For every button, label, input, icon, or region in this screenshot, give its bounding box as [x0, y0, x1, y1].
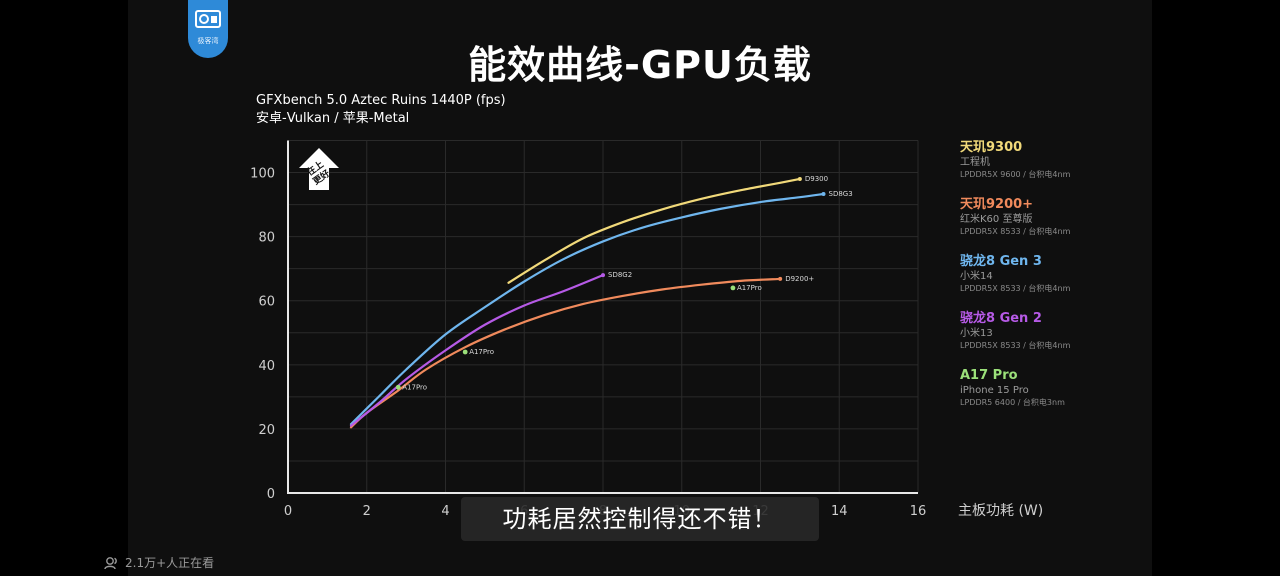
- legend-device: 小米13: [960, 328, 993, 339]
- chart-title-line1: GFXbench 5.0 Aztec Ruins 1440P (fps): [256, 93, 506, 108]
- legend-name: 天玑9300: [960, 140, 1023, 155]
- y-tick-label: 40: [258, 359, 275, 374]
- series-end-label-1: D9200+: [785, 275, 814, 283]
- data-point-2: [730, 285, 736, 291]
- video-subtitle: 功耗居然控制得还不错！: [461, 497, 819, 541]
- data-point-label-1: A17Pro: [469, 348, 494, 356]
- channel-logo: 极客湾: [188, 0, 228, 58]
- logo-icon: [195, 10, 221, 28]
- legend-device: iPhone 15 Pro: [960, 385, 1029, 396]
- y-tick-label: 0: [267, 487, 275, 502]
- legend-entry: 天玑9200+ 红米K60 至尊版 LPDDR5X 8533 / 台积电4nm: [960, 197, 1070, 238]
- legend-device: 红米K60 至尊版: [960, 214, 1033, 225]
- viewer-count: 2.1万+人正在看: [104, 554, 214, 571]
- series-end-point-3: [601, 273, 605, 278]
- series-line-0: [507, 177, 801, 284]
- legend-spec: LPDDR5X 8533 / 台积电4nm: [960, 284, 1071, 293]
- legend-device: 工程机: [960, 157, 990, 168]
- video-frame: [128, 0, 1152, 576]
- legend-name: 骁龙8 Gen 3: [960, 254, 1042, 269]
- legend-name: 天玑9200+: [960, 197, 1034, 212]
- x-axis-label: 主板功耗 (W): [958, 503, 1043, 519]
- series-end-label-0: D9300: [805, 175, 828, 183]
- x-tick-label: 0: [284, 504, 292, 519]
- series-end-point-0: [797, 176, 802, 181]
- x-tick-label: 4: [441, 504, 449, 519]
- viewers-icon: [104, 556, 117, 569]
- series-end-label-2: SD8G3: [829, 190, 853, 198]
- series-end-point-1: [778, 276, 783, 281]
- series-line-3: [349, 273, 605, 427]
- data-point-label-2: A17Pro: [737, 284, 762, 292]
- series-end-label-3: SD8G2: [608, 271, 632, 279]
- legend-entry: 天玑9300 工程机 LPDDR5X 9600 / 台积电4nm: [960, 140, 1070, 181]
- series-end-point-2: [821, 192, 826, 197]
- data-point-0: [395, 384, 401, 390]
- page-title: 能效曲线-GPU负载: [468, 43, 812, 87]
- legend-device: 小米14: [960, 271, 993, 282]
- data-point-label-0: A17Pro: [402, 383, 427, 391]
- series-line-2: [349, 192, 825, 426]
- legend-name: A17 Pro: [960, 368, 1018, 383]
- data-point-1: [462, 349, 468, 355]
- series-line-1: [349, 277, 782, 429]
- x-tick-label: 16: [910, 504, 927, 519]
- logo-text: 极客湾: [197, 37, 219, 45]
- y-tick-label: 80: [258, 231, 275, 246]
- higher-is-better-badge: 在上 更好: [297, 146, 341, 192]
- legend-name: 骁龙8 Gen 2: [960, 311, 1042, 326]
- legend-spec: LPDDR5X 8533 / 台积电4nm: [960, 227, 1071, 236]
- viewer-count-text: 2.1万+人正在看: [125, 556, 215, 570]
- chart-title-line2: 安卓-Vulkan / 苹果-Metal: [256, 111, 410, 126]
- legend-spec: LPDDR5X 9600 / 台积电4nm: [960, 170, 1071, 179]
- x-tick-label: 2: [363, 504, 371, 519]
- y-tick-label: 20: [258, 423, 275, 438]
- legend-spec: LPDDR5 6400 / 台积电3nm: [960, 398, 1065, 407]
- legend-spec: LPDDR5X 8533 / 台积电4nm: [960, 341, 1071, 350]
- legend-entry: 骁龙8 Gen 3 小米14 LPDDR5X 8533 / 台积电4nm: [960, 254, 1070, 295]
- chart-title: GFXbench 5.0 Aztec Ruins 1440P (fps) 安卓-…: [256, 92, 506, 128]
- y-tick-label: 100: [250, 167, 275, 182]
- x-tick-label: 14: [831, 504, 848, 519]
- legend-entry: 骁龙8 Gen 2 小米13 LPDDR5X 8533 / 台积电4nm: [960, 311, 1070, 352]
- y-tick-label: 60: [258, 295, 275, 310]
- legend-entry: A17 Pro iPhone 15 Pro LPDDR5 6400 / 台积电3nm: [960, 368, 1065, 409]
